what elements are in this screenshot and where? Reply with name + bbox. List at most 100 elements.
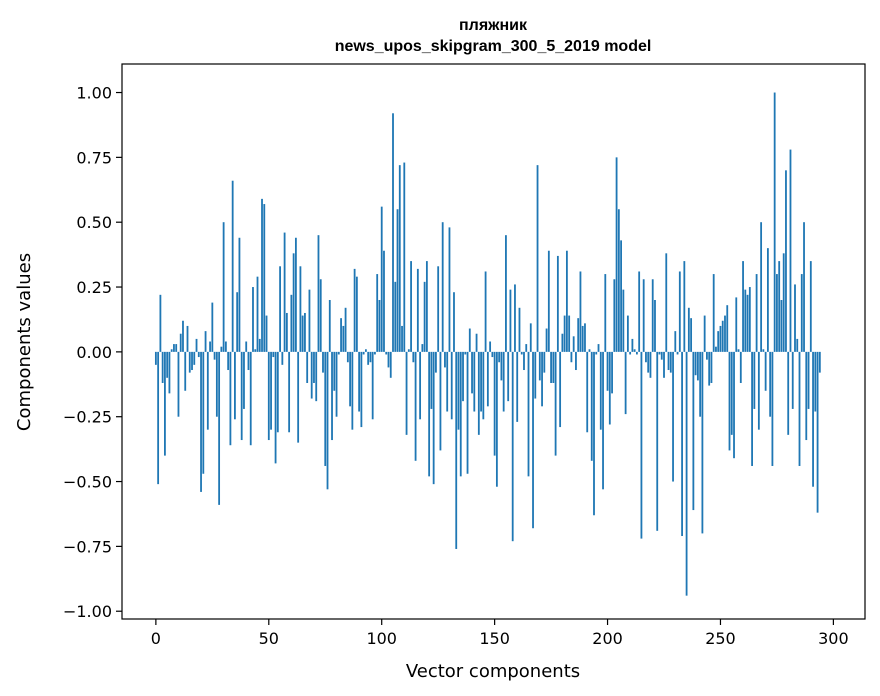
bar-188	[579, 271, 582, 352]
bar-86	[349, 351, 351, 407]
bar-191	[586, 351, 589, 433]
bar-58	[285, 312, 288, 352]
bar-198	[602, 351, 604, 490]
bar-144	[480, 351, 482, 412]
bar-222	[656, 351, 659, 531]
bar-76	[326, 351, 329, 490]
bar-159	[514, 284, 516, 352]
bar-212	[633, 349, 636, 352]
bar-89	[355, 276, 358, 352]
bar-225	[663, 351, 665, 378]
bar-196	[597, 344, 600, 352]
bar-283	[794, 284, 796, 352]
bar-122	[430, 351, 433, 409]
bar-273	[771, 351, 774, 466]
bar-185	[572, 336, 575, 352]
bar-172	[543, 351, 546, 373]
bar-19	[197, 351, 200, 358]
bar-204	[615, 157, 618, 352]
y-tick-label: 0.75	[76, 148, 112, 167]
bar-33	[229, 351, 232, 446]
bar-288	[805, 351, 808, 441]
bar-245	[708, 351, 711, 386]
bar-256	[733, 351, 735, 459]
bar-82	[340, 318, 342, 352]
bar-243	[703, 315, 706, 352]
bar-155	[505, 235, 507, 352]
bar-129	[446, 351, 449, 412]
bar-104	[389, 351, 392, 378]
bar-284	[796, 338, 799, 352]
bar-48	[263, 204, 266, 352]
bar-149	[491, 351, 494, 358]
bar-230	[674, 331, 677, 352]
bar-116	[416, 268, 419, 352]
bar-121	[428, 351, 431, 477]
bar-105	[392, 113, 394, 352]
bar-275	[776, 274, 778, 352]
bar-56	[281, 351, 284, 365]
bar-139	[468, 328, 471, 352]
bar-239	[694, 351, 697, 376]
bar-287	[803, 222, 805, 352]
bar-246	[710, 351, 713, 383]
bar-209	[626, 315, 629, 352]
bar-29	[220, 346, 223, 352]
bar-267	[757, 351, 760, 430]
bar-130	[448, 227, 451, 352]
bar-206	[620, 240, 622, 352]
bar-251	[721, 320, 724, 352]
bar-92	[362, 351, 365, 355]
bar-192	[588, 349, 591, 352]
bar-99	[378, 300, 381, 352]
bar-7	[170, 349, 173, 352]
bar-150	[493, 351, 496, 456]
bar-94	[367, 351, 370, 365]
bar-136	[462, 351, 464, 402]
bar-158	[511, 351, 514, 542]
bar-134	[457, 351, 460, 430]
bar-183	[568, 315, 571, 352]
bar-156	[507, 351, 510, 402]
x-tick-label: 100	[366, 629, 397, 648]
bar-171	[541, 351, 543, 407]
bar-67	[306, 351, 309, 383]
bar-95	[369, 351, 372, 363]
bar-103	[387, 351, 390, 368]
bar-88	[353, 268, 356, 352]
bar-269	[762, 349, 765, 352]
plot-frame	[121, 63, 866, 620]
bar-85	[346, 351, 349, 363]
bar-241	[699, 351, 702, 417]
bar-220	[651, 279, 654, 352]
bar-37	[238, 237, 241, 352]
bar-201	[608, 351, 611, 425]
bar-35	[234, 351, 236, 420]
bar-18	[195, 338, 198, 352]
bar-113	[410, 261, 412, 352]
bar-64	[299, 266, 302, 352]
bar-180	[561, 333, 564, 352]
bar-108	[398, 165, 401, 352]
bar-234	[683, 261, 686, 352]
bar-276	[778, 261, 781, 352]
bar-61	[292, 253, 295, 352]
bar-286	[800, 274, 803, 352]
bar-278	[782, 253, 785, 352]
bar-24	[209, 341, 211, 352]
bar-110	[403, 162, 406, 352]
bar-101	[383, 250, 385, 352]
bar-264	[751, 351, 753, 466]
bars-group	[154, 92, 821, 596]
bar-262	[746, 294, 749, 352]
x-axis-label: Vector components	[406, 661, 580, 682]
bar-152	[498, 351, 501, 363]
bar-248	[715, 346, 717, 352]
bar-93	[365, 349, 367, 352]
bar-128	[444, 351, 446, 368]
bar-271	[766, 248, 769, 352]
y-tick-label: −0.50	[63, 473, 112, 492]
bar-260	[742, 261, 744, 352]
bar-72	[317, 235, 320, 352]
bar-145	[482, 351, 485, 420]
